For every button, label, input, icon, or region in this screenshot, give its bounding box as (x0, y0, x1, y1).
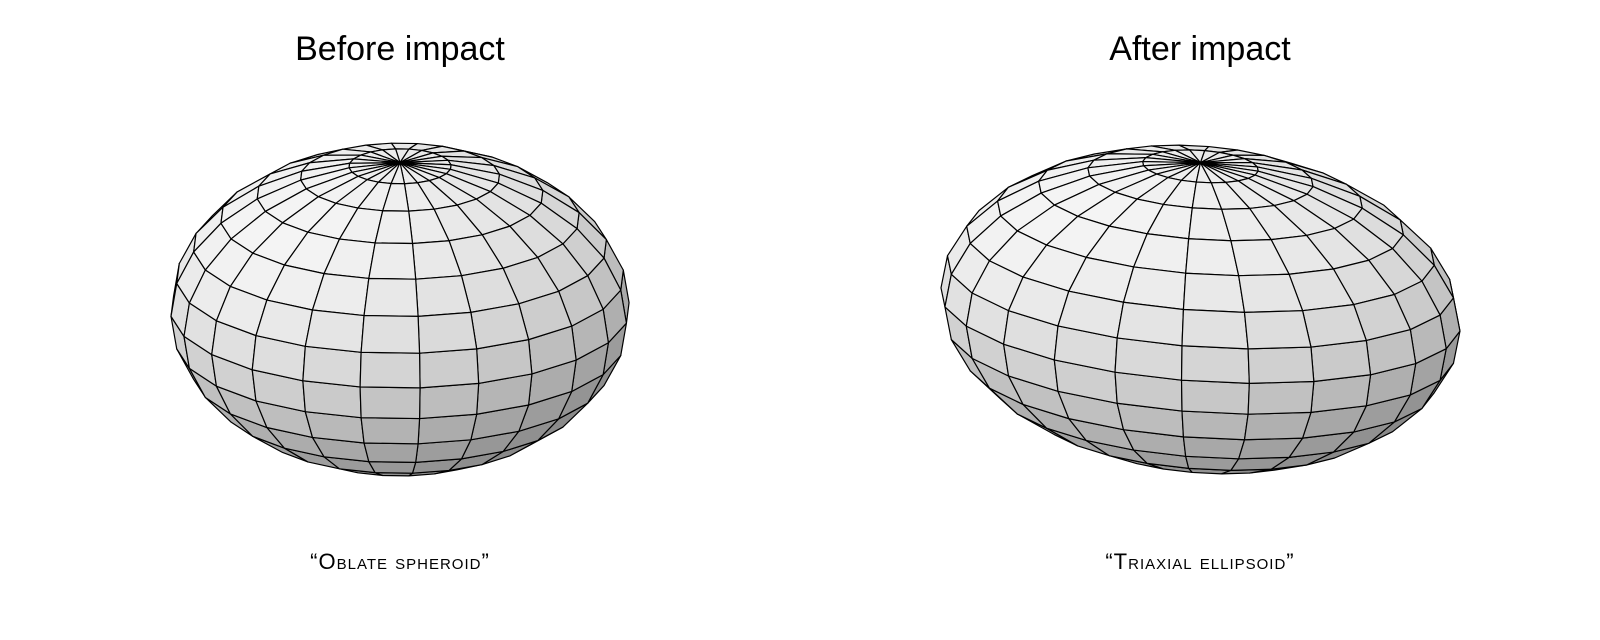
panel-before-title: Before impact (295, 30, 505, 69)
panel-before: Before impact “Oblate spheroid” (0, 0, 800, 640)
panel-before-caption: “Oblate spheroid” (310, 549, 490, 575)
panel-after-title: After impact (1109, 30, 1290, 69)
panel-before-shape (80, 79, 720, 539)
panel-after-caption: “Triaxial ellipsoid” (1105, 549, 1294, 575)
panel-after-shape (880, 79, 1520, 539)
panel-after: After impact “Triaxial ellipsoid” (800, 0, 1600, 640)
figure-container: Before impact “Oblate spheroid” After im… (0, 0, 1600, 640)
